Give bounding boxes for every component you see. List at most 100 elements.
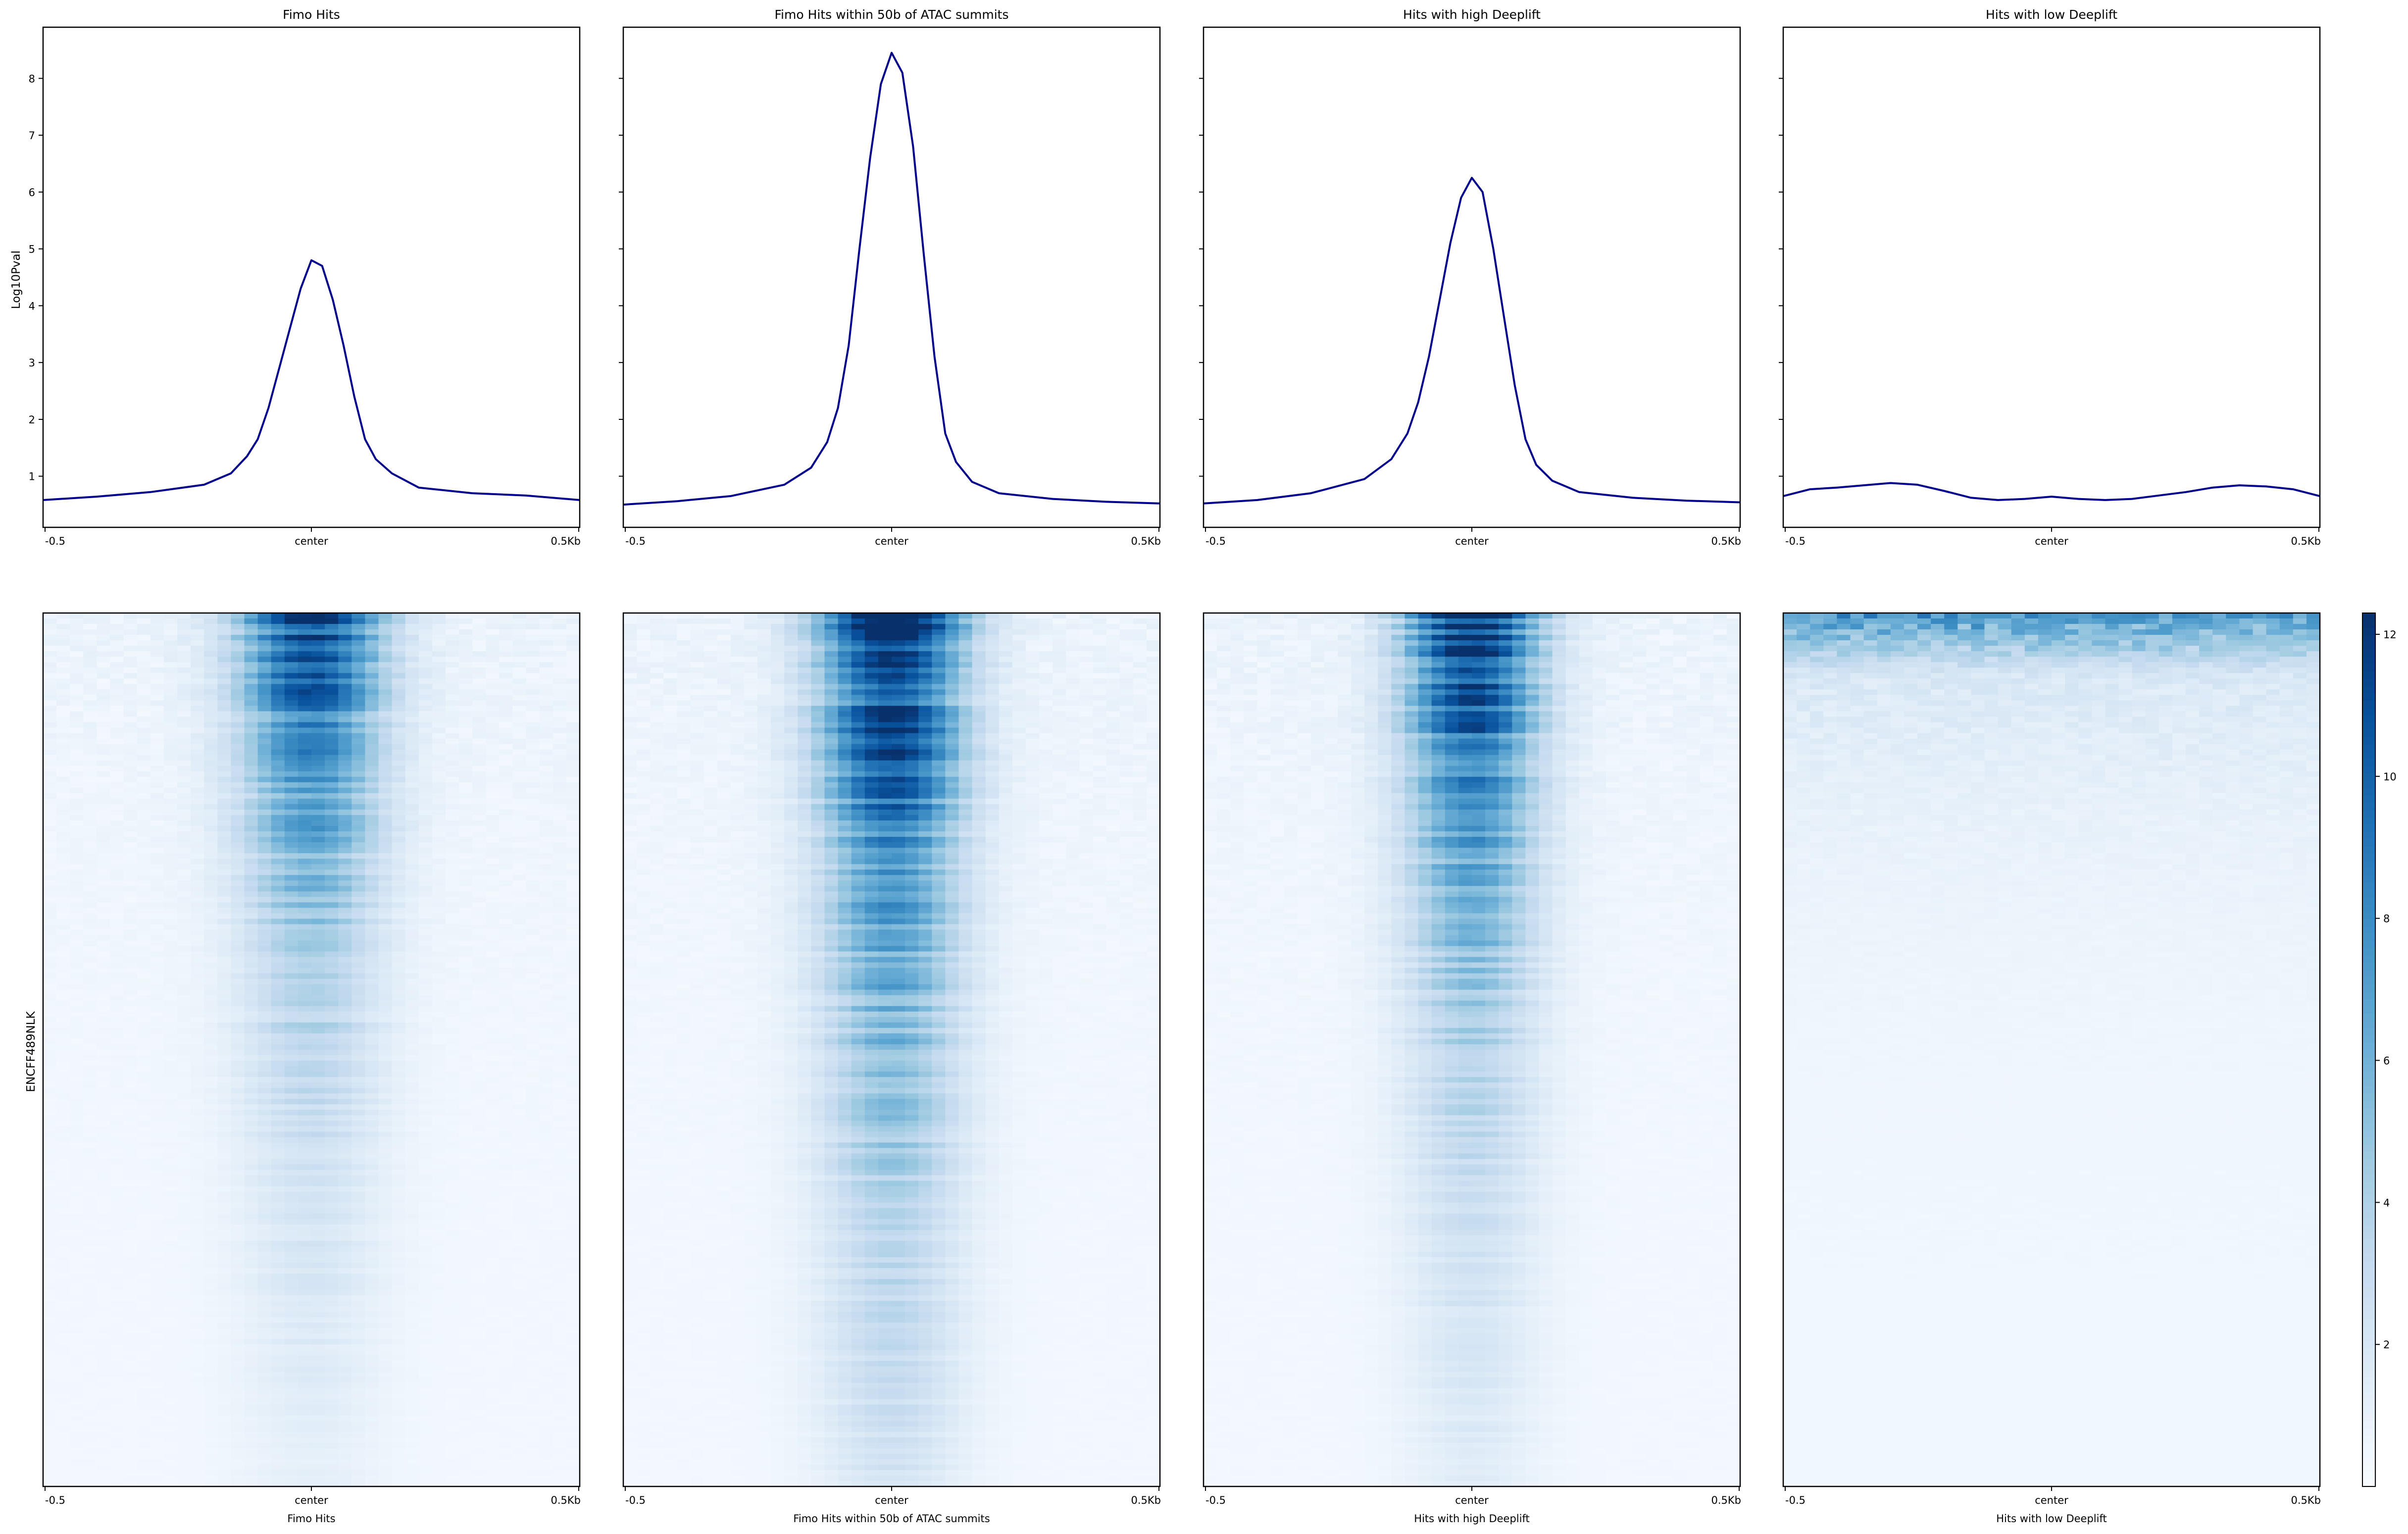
heatmap-cell bbox=[137, 1159, 151, 1165]
heatmap-cell bbox=[446, 869, 459, 875]
heatmap-cell bbox=[83, 1066, 97, 1072]
heatmap-cell bbox=[245, 695, 258, 701]
heatmap-cell bbox=[486, 995, 500, 1001]
heatmap-cell bbox=[338, 667, 352, 673]
heatmap-cell bbox=[419, 1082, 433, 1088]
heatmap-cell bbox=[177, 695, 191, 701]
heatmap-cell bbox=[150, 864, 164, 870]
heatmap-cell bbox=[56, 1159, 70, 1165]
heatmap-cell bbox=[43, 799, 57, 805]
heatmap-cell bbox=[298, 684, 312, 690]
heatmap-cell bbox=[83, 777, 97, 783]
heatmap-cell bbox=[177, 1006, 191, 1012]
heatmap-cell bbox=[325, 640, 339, 646]
heatmap-cell bbox=[325, 902, 339, 908]
heatmap-cell bbox=[204, 1039, 218, 1045]
heatmap-cell bbox=[459, 711, 473, 717]
heatmap-cell bbox=[405, 777, 419, 783]
heatmap-cell bbox=[231, 1012, 245, 1018]
heatmap-cell bbox=[432, 689, 446, 695]
heatmap-cell bbox=[311, 1110, 325, 1116]
heatmap-cell bbox=[137, 968, 151, 974]
heatmap-cell bbox=[325, 1072, 339, 1077]
heatmap-cell bbox=[285, 782, 299, 788]
heatmap-cell bbox=[526, 1006, 540, 1012]
heatmap-cell bbox=[56, 1006, 70, 1012]
heatmap-cell bbox=[325, 624, 339, 630]
heatmap-cell bbox=[245, 1088, 258, 1094]
heatmap-cell bbox=[459, 771, 473, 777]
heatmap-cell bbox=[150, 1148, 164, 1154]
heatmap-cell bbox=[164, 1126, 178, 1132]
heatmap-cell bbox=[164, 1115, 178, 1121]
heatmap-cell bbox=[566, 657, 580, 663]
heatmap-cell bbox=[83, 810, 97, 816]
heatmap-cell bbox=[486, 853, 500, 859]
heatmap-cell bbox=[217, 886, 231, 892]
heatmap-cell bbox=[405, 864, 419, 870]
heatmap-cell bbox=[526, 859, 540, 865]
heatmap-cell bbox=[432, 804, 446, 810]
heatmap-cell bbox=[472, 1126, 486, 1132]
heatmap-cell bbox=[553, 1088, 567, 1094]
heatmap-cell bbox=[392, 673, 406, 679]
heatmap-cell bbox=[83, 995, 97, 1001]
heatmap-cell bbox=[245, 1137, 258, 1143]
x-tick-label: -0.5 bbox=[1205, 535, 1226, 547]
heatmap-cell bbox=[472, 859, 486, 865]
heatmap-cell bbox=[553, 678, 567, 684]
heatmap-cell bbox=[446, 859, 459, 865]
heatmap-cell bbox=[365, 908, 379, 914]
heatmap-cell bbox=[245, 963, 258, 969]
heatmap-cell bbox=[97, 1044, 110, 1050]
heatmap-cell bbox=[204, 793, 218, 799]
heatmap-cell bbox=[110, 979, 124, 985]
heatmap-cell bbox=[258, 700, 272, 706]
profile-frame bbox=[43, 27, 580, 527]
heatmap-cell bbox=[566, 1023, 580, 1028]
heatmap-cell bbox=[110, 618, 124, 624]
heatmap-cell bbox=[271, 1131, 285, 1137]
heatmap-cell bbox=[351, 1072, 365, 1077]
heatmap-cell bbox=[566, 1050, 580, 1056]
heatmap-cell bbox=[446, 761, 459, 767]
heatmap-cell bbox=[97, 820, 110, 826]
heatmap-cell bbox=[472, 815, 486, 821]
heatmap-cell bbox=[70, 755, 84, 761]
heatmap-cell bbox=[325, 1126, 339, 1132]
heatmap-cell bbox=[459, 1142, 473, 1148]
heatmap-cell bbox=[164, 1093, 178, 1099]
heatmap-cell bbox=[231, 837, 245, 843]
heatmap-cell bbox=[311, 678, 325, 684]
heatmap-cell bbox=[110, 848, 124, 854]
heatmap-cell bbox=[365, 728, 379, 734]
heatmap-cell bbox=[486, 941, 500, 947]
heatmap-cell bbox=[150, 646, 164, 652]
heatmap-cell bbox=[540, 728, 553, 734]
heatmap-cell bbox=[446, 1131, 459, 1137]
heatmap-cell bbox=[70, 1023, 84, 1028]
heatmap-cell bbox=[392, 1033, 406, 1039]
heatmap-cell bbox=[311, 716, 325, 722]
heatmap-cell bbox=[217, 722, 231, 728]
heatmap-cell bbox=[70, 848, 84, 854]
heatmap-cell bbox=[231, 761, 245, 767]
heatmap-cell bbox=[285, 733, 299, 739]
heatmap-cell bbox=[432, 788, 446, 794]
heatmap-cell bbox=[124, 919, 138, 924]
heatmap-cell bbox=[43, 968, 57, 974]
heatmap-cell bbox=[43, 804, 57, 810]
heatmap-cell bbox=[137, 678, 151, 684]
heatmap-cell bbox=[566, 618, 580, 624]
heatmap-cell bbox=[325, 952, 339, 958]
heatmap-cell bbox=[204, 820, 218, 826]
heatmap-cell bbox=[97, 891, 110, 897]
heatmap-cell bbox=[379, 815, 393, 821]
heatmap-cell bbox=[472, 684, 486, 690]
heatmap-cell bbox=[137, 880, 151, 886]
heatmap-cell bbox=[177, 963, 191, 969]
heatmap-cell bbox=[217, 924, 231, 930]
heatmap-cell bbox=[83, 788, 97, 794]
heatmap-cell bbox=[231, 728, 245, 734]
heatmap-cell bbox=[298, 739, 312, 745]
